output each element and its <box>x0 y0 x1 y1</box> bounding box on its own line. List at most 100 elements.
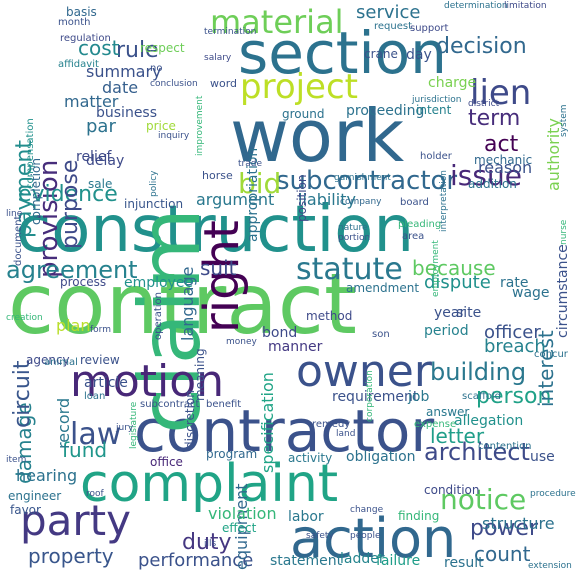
word-architect: architect <box>424 438 530 466</box>
word-method: method <box>306 309 353 323</box>
word-motion: motion <box>70 356 225 407</box>
word-decision: decision <box>436 34 527 59</box>
word-person: person <box>476 384 552 409</box>
word-expense: expense <box>414 419 457 430</box>
word-trade: trade <box>238 159 262 169</box>
word-addition: addition <box>468 177 517 191</box>
word-form: form <box>90 325 111 335</box>
word-garnishment: garnishment <box>334 173 391 183</box>
word-program: program <box>206 447 258 461</box>
word-district: district <box>468 99 500 109</box>
word-agreement: agreement <box>6 256 138 284</box>
word-fund: fund <box>62 438 108 462</box>
word-date: date <box>102 78 139 97</box>
word-nurse: nurse <box>559 219 569 245</box>
word-interpretation: interpretation <box>439 169 449 232</box>
word-period: period <box>424 323 469 339</box>
word-office: office <box>150 455 183 469</box>
word-engineer: engineer <box>8 489 62 503</box>
word-creation: creation <box>6 313 43 323</box>
word-intent: intent <box>416 103 452 117</box>
word-line: line <box>6 209 23 219</box>
word-effect: effect <box>222 521 257 535</box>
word-change: change <box>350 505 384 515</box>
word-support: support <box>410 23 449 34</box>
word-condition: condition <box>424 483 480 497</box>
word-rule: rule <box>116 38 159 63</box>
word-favor: favor <box>10 503 41 517</box>
word-benefit: benefit <box>206 399 242 410</box>
word-allegation: allegation <box>454 413 524 429</box>
word-area: area <box>402 231 425 242</box>
word-building: building <box>430 358 527 386</box>
word-scaffold: scaffold <box>462 391 501 402</box>
word-contract: contract <box>8 255 357 353</box>
word-violation: violation <box>208 504 277 523</box>
word-relief: relief <box>76 149 112 165</box>
word-job: job <box>408 389 430 405</box>
word-procedure: procedure <box>530 489 576 499</box>
word-record: record <box>54 397 73 449</box>
word-respect: respect <box>140 41 185 55</box>
word-matter: matter <box>64 92 119 111</box>
word-wage: wage <box>512 285 550 301</box>
word-obligation: obligation <box>346 449 416 465</box>
word-employee: employee <box>124 275 194 291</box>
word-limitation: limitation <box>504 1 547 11</box>
word-section: section <box>238 19 447 87</box>
word-no: no <box>150 63 163 74</box>
word-construction: construction <box>16 193 414 267</box>
word-project: project <box>240 67 359 107</box>
word-son: son <box>372 329 390 340</box>
word-jurisdiction: jurisdiction <box>412 95 462 105</box>
word-result: result <box>444 555 484 571</box>
word-ground: ground <box>282 107 325 121</box>
word-site: site <box>456 305 482 321</box>
word-company: company <box>340 197 382 207</box>
word-finding: finding <box>398 509 440 523</box>
word-salary: salary <box>204 53 232 63</box>
word-conclusion: conclusion <box>150 79 198 89</box>
word-holder: holder <box>420 151 452 162</box>
word-month: month <box>58 17 91 28</box>
word-owner: owner <box>296 346 432 397</box>
word-par: par <box>86 116 116 137</box>
word-count: count <box>474 542 531 566</box>
word-jury: jury <box>116 423 134 433</box>
word-bond: bond <box>262 325 298 341</box>
word-duty: duty <box>182 530 232 555</box>
word-power: power <box>470 516 538 541</box>
word-labor: labor <box>288 509 324 525</box>
word-day: day <box>406 47 432 63</box>
word-liability: liability <box>298 190 356 209</box>
word-contention: contention <box>478 441 532 452</box>
word-lien: lien <box>470 73 532 113</box>
word-party: party <box>20 496 131 545</box>
word-process: process <box>60 275 107 289</box>
word-concur: concur <box>534 349 568 360</box>
word-service: service <box>356 2 421 23</box>
word-roof: roof <box>86 489 104 499</box>
word-loan: loan <box>84 391 106 402</box>
word-act: act <box>484 132 519 157</box>
word-year: year <box>434 305 466 321</box>
word-article: article <box>84 375 128 391</box>
word-action: action <box>290 507 457 570</box>
word-dispute: dispute <box>424 272 491 293</box>
word-portion: portion <box>338 233 371 243</box>
word-business: business <box>96 105 158 121</box>
word-board: board <box>400 197 429 208</box>
word-issue: issue <box>450 159 522 192</box>
word-manner: manner <box>268 339 323 355</box>
word-officer: officer <box>484 322 541 343</box>
word-termination: termination <box>204 27 257 37</box>
word-regulation: regulation <box>60 33 111 44</box>
word-structure: structure <box>482 514 555 533</box>
word-horse: horse <box>202 169 233 182</box>
word-hearing: hearing <box>16 466 78 485</box>
word-circuit: circuit <box>10 360 35 428</box>
word-cost: cost <box>78 36 120 60</box>
word-plan: plan <box>56 316 91 335</box>
word-rate: rate <box>500 275 529 291</box>
